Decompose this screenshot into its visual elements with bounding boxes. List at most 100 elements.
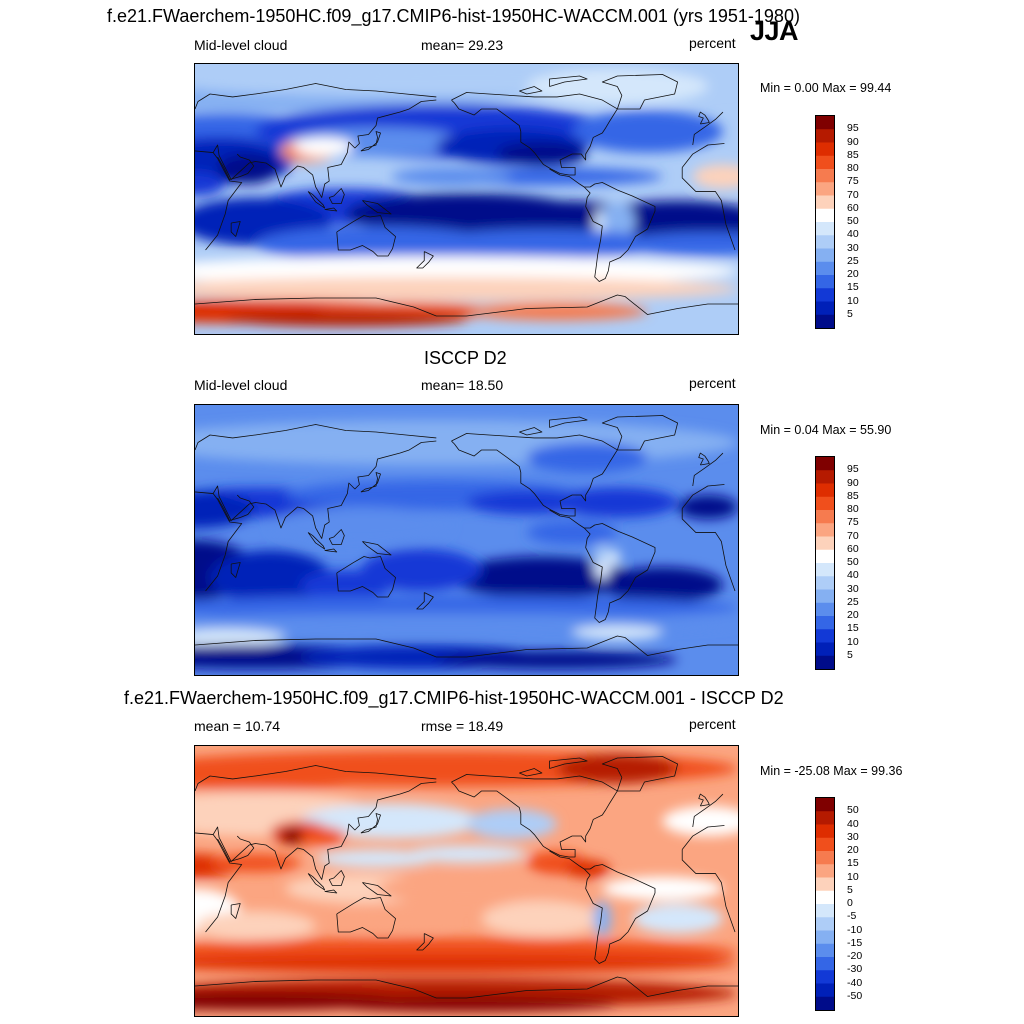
field-contour-region <box>466 490 588 515</box>
colorbar-tick-label: 25 <box>847 595 859 608</box>
colorbar-swatch <box>816 261 834 276</box>
colorbar-tick-label: 40 <box>847 817 859 830</box>
colorbar-tick-label: 15 <box>847 857 859 870</box>
coastline <box>698 111 710 125</box>
field-contour-region <box>451 556 633 599</box>
coastline <box>307 532 326 550</box>
coastline <box>195 424 724 487</box>
coastline <box>519 768 543 777</box>
coastline <box>601 415 679 451</box>
coastline <box>336 556 396 598</box>
main-title: f.e21.FWaerchem-1950HC.f09_g17.CMIP6-his… <box>107 6 800 26</box>
panel-1-minmax: Min = 0.00 Max = 99.44 <box>760 81 892 95</box>
colorbar-tick-label: 20 <box>847 844 859 856</box>
panel-2-minmax: Min = 0.04 Max = 55.90 <box>760 423 892 437</box>
field-contour-region <box>195 910 316 941</box>
field-contour-region <box>421 228 663 259</box>
colorbar-swatch <box>816 851 834 865</box>
colorbar-tick-label: 95 <box>847 122 859 135</box>
colorbar-swatch <box>816 129 834 144</box>
field-contour-region <box>608 548 621 567</box>
colorbar-tick-label: 60 <box>847 542 859 555</box>
colorbar-tick-label: 90 <box>847 135 859 148</box>
colorbar-tick-label: -30 <box>847 963 863 976</box>
colorbar-swatch <box>816 116 834 130</box>
coastline <box>307 873 326 891</box>
panel-1-colorbar <box>815 115 835 329</box>
colorbar-tick-label: 5 <box>847 307 853 320</box>
colorbar-tick-label: 50 <box>847 556 859 568</box>
coastline <box>195 143 736 251</box>
field-contour-region <box>436 650 678 670</box>
colorbar-tick-label: 20 <box>847 609 859 621</box>
coastline <box>230 562 241 578</box>
colorbar-tick-label: 5 <box>847 883 853 896</box>
colorbar-swatch <box>816 470 834 485</box>
colorbar-swatch <box>816 169 834 183</box>
colorbar-tick-label: 95 <box>847 463 859 476</box>
colorbar-tick-label: 85 <box>847 148 859 161</box>
coastline <box>698 452 710 466</box>
panel-1-variable-label: Mid-level cloud <box>194 37 288 53</box>
field-contour-region <box>599 203 636 240</box>
field-contour-region <box>632 903 723 934</box>
colorbar-swatch <box>816 483 834 498</box>
panel-1-units-label: percent <box>689 35 736 51</box>
colorbar-swatch <box>816 904 834 918</box>
coastline <box>549 75 588 87</box>
field-contour-region <box>217 154 278 185</box>
field-contour-region <box>692 164 738 189</box>
colorbar-swatch <box>816 301 834 316</box>
colorbar-swatch <box>816 182 834 197</box>
field-contour-region <box>195 954 738 973</box>
coastline <box>519 427 543 436</box>
field-contour-region <box>593 900 612 937</box>
field-contour-region <box>526 520 618 545</box>
coastline <box>217 153 255 180</box>
field-contour-region <box>270 507 452 543</box>
colorbar-swatch <box>816 235 834 250</box>
coastline <box>549 850 656 964</box>
colorbar-swatch <box>816 457 834 471</box>
field-contour-region <box>300 803 482 840</box>
coastline <box>212 440 437 539</box>
coastline <box>328 188 345 204</box>
colorbar-swatch <box>816 142 834 157</box>
coastline <box>195 83 724 146</box>
coastline <box>362 200 392 215</box>
colorbar-swatch <box>816 642 834 657</box>
colorbar-swatch <box>816 877 834 892</box>
panel-1-map <box>194 63 739 335</box>
field-contour-region <box>572 625 663 641</box>
colorbar-swatch <box>816 248 834 263</box>
coastline <box>549 168 656 282</box>
field-contour-region <box>376 873 557 904</box>
colorbar-tick-label: 75 <box>847 175 859 188</box>
colorbar-swatch <box>816 288 834 303</box>
coastline <box>328 529 345 545</box>
coastline <box>360 131 381 152</box>
colorbar-tick-label: 15 <box>847 622 859 635</box>
field-contour-region <box>195 172 226 197</box>
coastline <box>360 472 381 493</box>
panel-3-rmse-label: rmse = 18.49 <box>421 718 504 734</box>
colorbar-tick-label: 75 <box>847 516 859 529</box>
field-contour-region <box>556 487 678 518</box>
colorbar-swatch <box>816 616 834 630</box>
colorbar-tick-label: 40 <box>847 228 859 241</box>
colorbar-swatch <box>816 811 834 826</box>
colorbar-swatch <box>816 943 834 958</box>
coastline <box>230 221 241 237</box>
coastline <box>195 635 738 658</box>
colorbar-swatch <box>816 496 834 511</box>
coastline <box>519 86 543 95</box>
colorbar-tick-label: 15 <box>847 281 859 294</box>
coastline <box>212 99 437 198</box>
field-contour-region <box>195 628 286 647</box>
colorbar-swatch <box>816 275 834 289</box>
coastline <box>195 484 736 592</box>
coastline <box>230 903 241 919</box>
colorbar-tick-label: 10 <box>847 294 859 307</box>
field-contour-region <box>255 226 497 262</box>
panel-2-title: ISCCP D2 <box>424 348 507 368</box>
